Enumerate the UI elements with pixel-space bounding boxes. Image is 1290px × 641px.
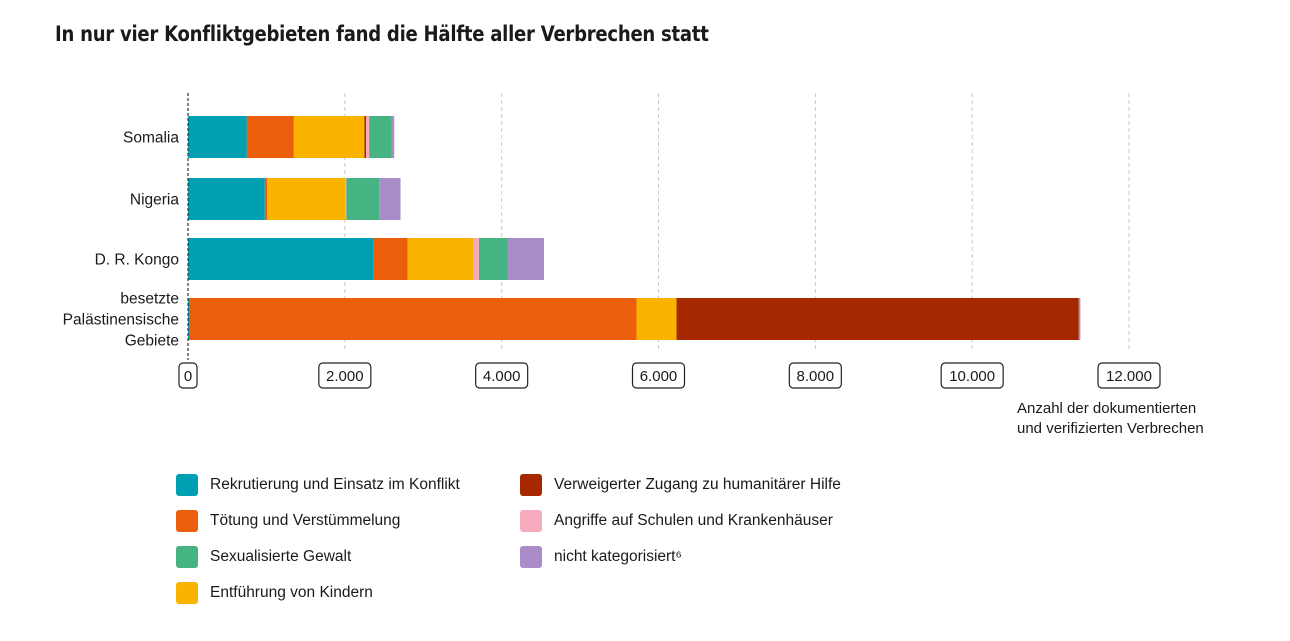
legend-item: Entführung von Kindern	[176, 575, 460, 611]
bar-segment	[1078, 298, 1081, 340]
tick-label: 8.000	[797, 368, 835, 385]
tick-box	[475, 362, 529, 389]
tick-box	[631, 362, 686, 389]
legend-label: Tötung und Verstümmelung	[210, 512, 401, 529]
legend-item: Sexualisierte Gewalt	[176, 539, 460, 575]
bar-segment	[366, 116, 370, 158]
legend-column-right: Verweigerter Zugang zu humanitärer Hilfe…	[520, 467, 841, 575]
legend-label: nicht kategorisiert⁶	[554, 548, 682, 565]
bar-segment	[407, 238, 474, 280]
legend-label: Entführung von Kindern	[210, 584, 373, 601]
bar-segment	[369, 116, 392, 158]
bar-segment	[188, 238, 374, 280]
legend-item: Angriffe auf Schulen und Krankenhäuser	[520, 503, 841, 539]
tick-label: 0	[184, 368, 192, 385]
x-axis-label-line-1: Anzahl der dokumentierten	[1017, 400, 1197, 417]
bar-segment	[189, 298, 637, 340]
bar-segment	[364, 116, 367, 158]
tick-box	[318, 362, 372, 389]
bar-segment	[188, 178, 265, 220]
tick-label: 12.000	[1106, 368, 1152, 385]
legend-swatch	[176, 510, 198, 532]
legend-item: Tötung und Verstümmelung	[176, 503, 460, 539]
tick-label: 2.000	[326, 368, 364, 385]
bar-segment	[676, 298, 1079, 340]
bar-segment	[267, 178, 346, 220]
bar-segment	[346, 178, 380, 220]
category-label: Somalia	[123, 130, 179, 147]
legend-label: Angriffe auf Schulen und Krankenhäuser	[554, 512, 833, 529]
tick-box	[940, 362, 1004, 389]
bar-segment	[379, 178, 401, 220]
bar-segment	[188, 116, 247, 158]
legend-swatch	[176, 474, 198, 496]
bar-segment	[345, 178, 347, 220]
bar-segment	[246, 116, 294, 158]
bar-segment	[636, 298, 677, 340]
bar-segment	[188, 298, 190, 340]
x-axis-label: Anzahl der dokumentierten und verifizier…	[1017, 399, 1204, 439]
bar-segment	[391, 116, 395, 158]
legend-swatch	[520, 546, 542, 568]
category-label: besetzte Palästinensische Gebiete	[63, 291, 179, 350]
legend-swatch	[176, 582, 198, 604]
bar-segment	[473, 238, 479, 280]
tick-box	[178, 362, 198, 389]
legend-column-left: Rekrutierung und Einsatz im Konflikt Tötu…	[176, 467, 460, 611]
legend-label: Sexualisierte Gewalt	[210, 548, 352, 565]
legend-swatch	[520, 510, 542, 532]
legend-item: nicht kategorisiert⁶	[520, 539, 841, 575]
tick-label: 4.000	[483, 368, 521, 385]
chart-title: In nur vier Konfliktgebieten fand die Hä…	[55, 22, 709, 46]
legend-label: Rekrutierung und Einsatz im Konflikt	[210, 476, 460, 493]
bar-segment	[478, 238, 508, 280]
legend-swatch	[176, 546, 198, 568]
bar-segment	[373, 238, 408, 280]
legend-swatch	[520, 474, 542, 496]
bar-segment	[507, 238, 545, 280]
x-axis-label-line-2: und verifizierten Verbrechen	[1017, 420, 1204, 437]
legend-item: Verweigerter Zugang zu humanitärer Hilfe	[520, 467, 841, 503]
tick-box	[1097, 362, 1161, 389]
tick-box	[788, 362, 842, 389]
bar-segment	[264, 178, 268, 220]
legend-item: Rekrutierung und Einsatz im Konflikt	[176, 467, 460, 503]
category-label: Nigeria	[130, 192, 179, 209]
tick-label: 10.000	[949, 368, 995, 385]
bar-segment	[293, 116, 365, 158]
tick-label: 6.000	[640, 368, 678, 385]
category-label: D. R. Kongo	[95, 252, 179, 269]
legend-label: Verweigerter Zugang zu humanitärer Hilfe	[554, 476, 841, 493]
